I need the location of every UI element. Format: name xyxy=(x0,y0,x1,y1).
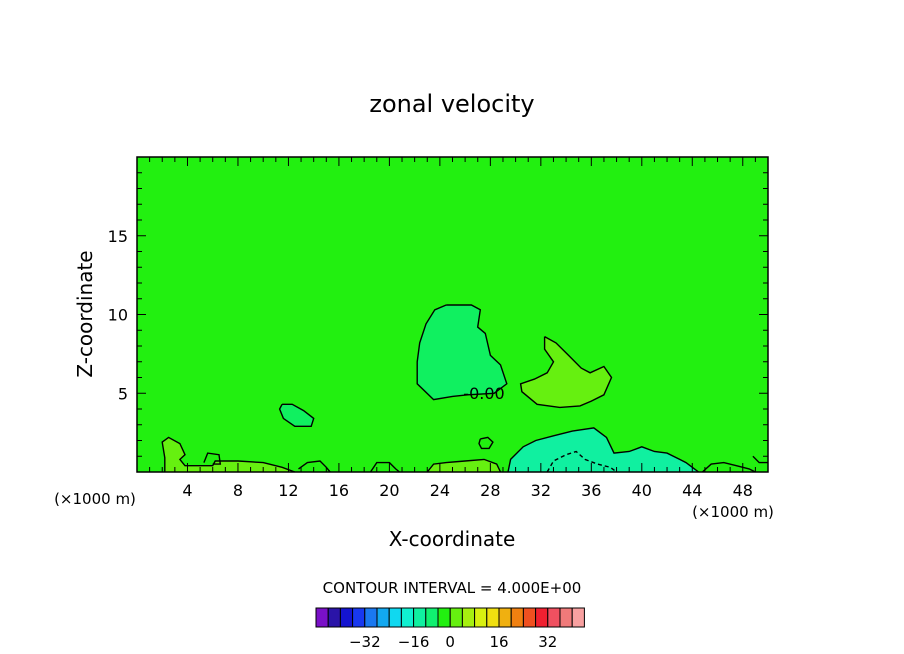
contour-bottom-left-b xyxy=(203,452,222,465)
region-negative-bottom-right xyxy=(508,427,699,472)
colorbar-swatch xyxy=(461,607,476,628)
contour-lines xyxy=(161,304,768,473)
colorbar-swatch xyxy=(364,607,378,628)
contour-bottom-mid-a xyxy=(298,460,331,473)
contour-interval-text: CONTOUR INTERVAL = 4.000E+00 xyxy=(323,579,582,597)
contour-bottom-mid-b xyxy=(369,461,400,473)
x-units-left: (×1000 m) xyxy=(54,490,136,508)
colorbar-swatch xyxy=(522,607,537,628)
contour-value-label: -0.00 xyxy=(463,384,504,403)
contour-right-edge xyxy=(752,455,768,464)
contour-small-left xyxy=(278,403,315,427)
contour-bottom-right xyxy=(507,427,700,473)
x-tick-label: 44 xyxy=(682,481,702,500)
x-tick-label: 24 xyxy=(430,481,450,500)
colorbar-swatch xyxy=(339,607,354,628)
x-tick-label: 4 xyxy=(182,481,192,500)
colorbar-swatch xyxy=(327,607,341,628)
y-tick-label: 5 xyxy=(118,384,128,403)
y-axis-ticks: 5 10 15 xyxy=(108,172,768,457)
x-axis-label: X-coordinate xyxy=(389,527,516,551)
colorbar-swatch xyxy=(400,607,415,628)
x-tick-label: 12 xyxy=(278,481,298,500)
x-tick-label: 20 xyxy=(379,481,399,500)
region-positive-patch xyxy=(520,336,612,408)
x-tick-label: 16 xyxy=(329,481,349,500)
colorbar-swatch xyxy=(510,607,524,628)
contour-upper-core xyxy=(416,304,508,401)
colorbar-labels: −32 −16 0 16 32 xyxy=(349,633,557,651)
colorbar-tick-label: −16 xyxy=(398,633,430,651)
colorbar-swatch xyxy=(413,607,427,628)
colorbar-swatch xyxy=(474,607,488,628)
region-negative-core-upper xyxy=(417,305,507,400)
colorbar-swatch xyxy=(571,607,585,628)
x-tick-label: 40 xyxy=(632,481,652,500)
velocity-field xyxy=(137,157,768,472)
region-negative-small-left xyxy=(279,404,314,427)
colorbar-swatch xyxy=(376,607,390,628)
colorbar-tick-label: 16 xyxy=(489,633,508,651)
chart-title: zonal velocity xyxy=(369,90,534,118)
x-units-right: (×1000 m) xyxy=(692,503,774,521)
contour-small-blob xyxy=(478,436,494,450)
contour-bottom-far-right xyxy=(701,461,756,473)
colorbar-swatch xyxy=(559,607,573,628)
y-tick-label: 15 xyxy=(108,227,128,246)
x-axis-ticks: 4 8 12 16 20 24 28 32 36 40 44 48 xyxy=(149,157,756,500)
colorbar-swatch xyxy=(547,607,561,628)
y-tick-label: 10 xyxy=(108,306,128,325)
y-axis-label: Z-coordinate xyxy=(73,250,97,377)
colorbar-swatch xyxy=(449,607,463,628)
colorbar-swatch xyxy=(498,607,512,628)
contour-bottom-left-a xyxy=(161,436,296,473)
x-tick-label: 36 xyxy=(581,481,601,500)
x-tick-label: 32 xyxy=(531,481,551,500)
colorbar-swatch xyxy=(388,607,402,628)
contour-positive-patch xyxy=(519,335,613,409)
x-tick-label: 48 xyxy=(733,481,753,500)
colorbar-swatch xyxy=(535,607,549,628)
colorbar-tick-label: 32 xyxy=(538,633,557,651)
colorbar xyxy=(315,607,585,628)
colorbar-tick-label: −32 xyxy=(349,633,381,651)
x-tick-label: 28 xyxy=(480,481,500,500)
colorbar-swatch xyxy=(352,607,366,628)
region-positive-bottom-mid xyxy=(427,459,501,472)
region-positive-bottom-left xyxy=(162,437,295,472)
colorbar-tick-label: 0 xyxy=(445,633,455,651)
colorbar-swatch xyxy=(486,607,500,628)
x-tick-label: 8 xyxy=(233,481,243,500)
colorbar-swatch xyxy=(315,607,329,628)
contour-bottom-mid-c xyxy=(426,458,502,473)
colorbar-swatch xyxy=(425,607,439,628)
contour-bottom-right-inner xyxy=(546,450,618,473)
colorbar-swatch xyxy=(437,607,451,628)
